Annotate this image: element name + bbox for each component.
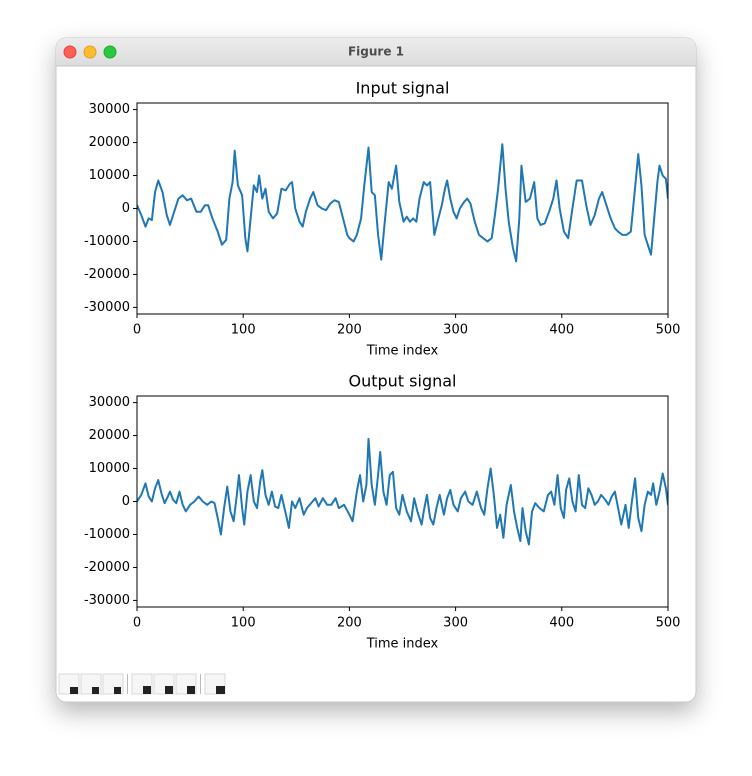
- zoom-button[interactable]: [103, 45, 117, 59]
- y-tick-label: -30000: [84, 593, 130, 608]
- y-tick-label: 0: [122, 201, 130, 216]
- close-button[interactable]: [63, 45, 77, 59]
- y-tick-label: 20000: [89, 428, 130, 443]
- window: [55, 37, 697, 703]
- y-tick-label: 20000: [89, 135, 130, 150]
- x-tick-label: 300: [443, 616, 468, 631]
- chart-title: Input signal: [356, 79, 450, 98]
- y-tick-label: 30000: [89, 102, 130, 117]
- y-tick-label: -20000: [84, 560, 130, 575]
- x-tick-label: 200: [337, 616, 362, 631]
- y-tick-label: -20000: [84, 267, 130, 282]
- y-tick-label: 10000: [89, 168, 130, 183]
- x-tick-label: 500: [656, 616, 681, 631]
- axes-frame: [136, 102, 669, 315]
- signal-line: [137, 437, 668, 546]
- plot-area: [137, 143, 668, 263]
- x-tick-label: 500: [656, 323, 681, 338]
- chart-title: Output signal: [349, 372, 457, 391]
- chart: 0 100 200 300 400 500 -30000 -20000 -10000 0 10000…: [84, 372, 680, 652]
- x-axis-label: Time index: [366, 344, 439, 359]
- window-title: Figure 1: [348, 45, 404, 59]
- axes-frame: [136, 395, 669, 608]
- y-tick-label: -10000: [84, 527, 130, 542]
- y-tick-label: -30000: [84, 300, 130, 315]
- x-tick-label: 100: [231, 616, 256, 631]
- y-tick-label: 30000: [89, 395, 130, 410]
- title-bar: [56, 38, 696, 66]
- plot-area: [137, 437, 668, 546]
- y-tick-label: 0: [122, 494, 130, 509]
- toolbar-icons: [70, 686, 225, 694]
- chart: 0 100 200 300 400 500 -30000 -20000 -10000 0 10000…: [84, 79, 680, 359]
- minimize-button[interactable]: [83, 45, 97, 59]
- x-tick-label: 300: [443, 323, 468, 338]
- x-tick-label: 200: [337, 323, 362, 338]
- toolbar: [58, 673, 226, 695]
- x-axis-label: Time index: [366, 637, 439, 652]
- y-tick-label: 10000: [89, 461, 130, 476]
- x-tick-label: 0: [133, 616, 141, 631]
- x-tick-label: 400: [549, 323, 574, 338]
- x-tick-label: 100: [231, 323, 256, 338]
- signal-line: [137, 143, 668, 263]
- x-tick-label: 0: [133, 323, 141, 338]
- x-tick-label: 400: [549, 616, 574, 631]
- y-tick-label: -10000: [84, 234, 130, 249]
